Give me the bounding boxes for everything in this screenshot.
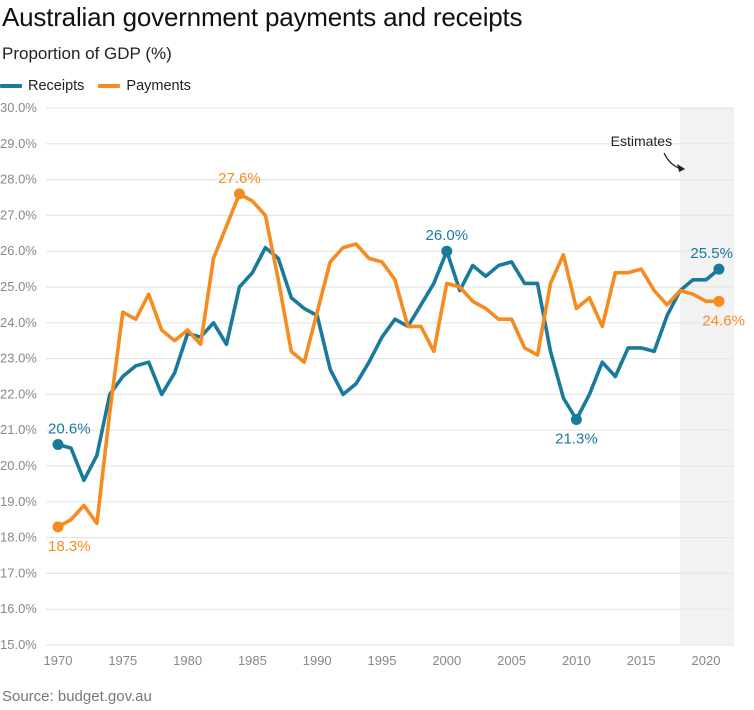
x-tick-label: 1995 [368, 653, 397, 668]
y-tick-label: 21.0% [0, 422, 37, 437]
legend-label-payments: Payments [126, 78, 191, 94]
x-tick-label: 2000 [432, 653, 461, 668]
x-tick-label: 1970 [44, 653, 73, 668]
y-tick-label: 24.0% [0, 315, 37, 330]
y-tick-label: 22.0% [0, 386, 37, 401]
arrowhead-icon [677, 164, 686, 172]
highlight-point-payments [233, 188, 245, 200]
legend: Receipts Payments [0, 78, 205, 94]
estimates-label: Estimates [611, 133, 672, 149]
y-tick-label: 23.0% [0, 351, 37, 366]
legend-swatch-payments [98, 84, 121, 88]
y-tick-label: 27.0% [0, 207, 37, 222]
highlight-point-payments [713, 295, 725, 307]
series-line-payments [56, 192, 721, 529]
legend-label-receipts: Receipts [28, 78, 85, 94]
chart-subtitle: Proportion of GDP (%) [2, 44, 172, 63]
data-label: 26.0% [426, 227, 469, 244]
highlight-point-receipts [441, 245, 453, 257]
y-tick-label: 20.0% [0, 458, 37, 473]
legend-item-payments: Payments [98, 78, 191, 94]
highlight-point-receipts [570, 413, 582, 425]
x-tick-label: 2005 [497, 653, 526, 668]
data-label: 27.6% [218, 170, 261, 187]
legend-swatch-receipts [0, 84, 22, 88]
highlight-point-payments [52, 521, 64, 533]
x-tick-label: 2010 [562, 653, 591, 668]
highlight-point-receipts [713, 263, 725, 275]
y-tick-label: 26.0% [0, 243, 37, 258]
data-label: 24.6% [702, 312, 745, 329]
y-tick-label: 29.0% [0, 136, 37, 151]
x-tick-label: 2015 [627, 653, 656, 668]
y-tick-label: 18.0% [0, 530, 37, 545]
data-label: 21.3% [555, 430, 598, 447]
y-tick-label: 17.0% [0, 565, 37, 580]
y-tick-label: 25.0% [0, 279, 37, 294]
y-tick-label: 15.0% [0, 637, 37, 652]
estimates-region [680, 108, 734, 645]
chart-title: Australian government payments and recei… [2, 2, 523, 32]
y-tick-label: 19.0% [0, 494, 37, 509]
y-tick-label: 28.0% [0, 172, 37, 187]
x-tick-label: 2020 [692, 653, 721, 668]
data-label: 18.3% [48, 538, 91, 555]
series-line-receipts [56, 245, 721, 483]
legend-item-receipts: Receipts [0, 78, 84, 94]
data-label: 25.5% [690, 245, 733, 262]
data-label: 20.6% [48, 421, 91, 438]
x-tick-label: 1985 [238, 653, 267, 668]
y-tick-label: 30.0% [0, 100, 37, 115]
highlight-point-receipts [52, 439, 64, 451]
x-tick-label: 1980 [173, 653, 202, 668]
y-tick-label: 16.0% [0, 601, 37, 616]
source-note: Source: budget.gov.au [2, 688, 152, 705]
x-tick-label: 1990 [303, 653, 332, 668]
x-tick-label: 1975 [108, 653, 137, 668]
